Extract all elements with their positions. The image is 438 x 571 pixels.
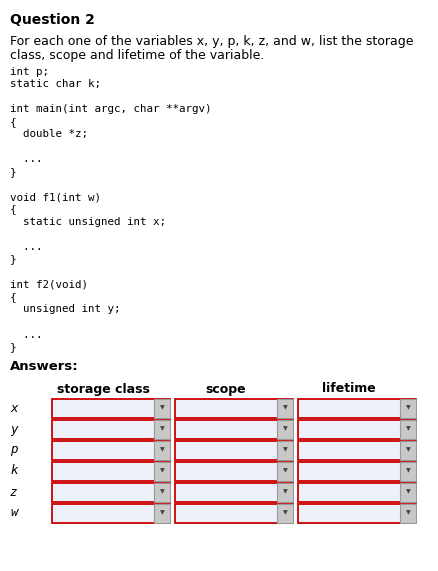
Bar xyxy=(52,482,170,501)
Text: y: y xyxy=(10,423,18,436)
Bar xyxy=(298,440,416,460)
Text: double *z;: double *z; xyxy=(10,130,88,139)
Text: }: } xyxy=(10,342,17,352)
Bar xyxy=(277,399,293,417)
Text: For each one of the variables x, y, p, k, z, and w, list the storage: For each one of the variables x, y, p, k… xyxy=(10,35,413,48)
Text: ▼: ▼ xyxy=(406,468,410,473)
Bar xyxy=(298,399,416,417)
Text: ▼: ▼ xyxy=(159,405,164,411)
Text: k: k xyxy=(10,464,18,477)
Text: void f1(int w): void f1(int w) xyxy=(10,192,101,202)
Text: lifetime: lifetime xyxy=(322,383,376,396)
Text: scope: scope xyxy=(206,383,246,396)
Text: ▼: ▼ xyxy=(283,405,287,411)
Bar xyxy=(154,399,170,417)
Text: {: { xyxy=(10,204,17,215)
Text: ▼: ▼ xyxy=(406,405,410,411)
Text: int p;: int p; xyxy=(10,67,49,77)
Bar xyxy=(400,420,416,439)
Bar xyxy=(277,504,293,522)
Bar xyxy=(298,482,416,501)
Text: ...: ... xyxy=(10,242,42,252)
Bar xyxy=(52,461,170,481)
Bar xyxy=(52,504,170,522)
Text: ▼: ▼ xyxy=(283,427,287,432)
Bar xyxy=(52,399,170,417)
Bar xyxy=(277,461,293,481)
Bar xyxy=(298,461,416,481)
Bar xyxy=(154,440,170,460)
Text: ▼: ▼ xyxy=(406,448,410,452)
Text: {: { xyxy=(10,292,17,302)
Text: ...: ... xyxy=(10,329,42,340)
Text: static unsigned int x;: static unsigned int x; xyxy=(10,217,166,227)
Text: ▼: ▼ xyxy=(159,489,164,494)
Text: p: p xyxy=(10,444,18,456)
Text: z: z xyxy=(10,485,18,498)
Bar xyxy=(154,420,170,439)
Bar xyxy=(277,440,293,460)
Text: ▼: ▼ xyxy=(406,510,410,516)
Bar xyxy=(154,504,170,522)
Text: {: { xyxy=(10,117,17,127)
Text: w: w xyxy=(10,506,18,520)
Text: Answers:: Answers: xyxy=(10,360,79,373)
Text: unsigned int y;: unsigned int y; xyxy=(10,304,120,315)
Text: ▼: ▼ xyxy=(159,510,164,516)
Text: ▼: ▼ xyxy=(283,468,287,473)
Bar xyxy=(52,420,170,439)
Text: int f2(void): int f2(void) xyxy=(10,279,88,289)
Text: ▼: ▼ xyxy=(406,489,410,494)
Text: storage class: storage class xyxy=(57,383,149,396)
Bar xyxy=(175,482,293,501)
Bar xyxy=(400,482,416,501)
Bar xyxy=(175,461,293,481)
Text: ▼: ▼ xyxy=(159,448,164,452)
Text: ▼: ▼ xyxy=(283,448,287,452)
Text: ▼: ▼ xyxy=(283,489,287,494)
Bar xyxy=(400,440,416,460)
Bar xyxy=(175,399,293,417)
Bar xyxy=(277,482,293,501)
Bar xyxy=(298,420,416,439)
Bar xyxy=(277,420,293,439)
Bar xyxy=(298,504,416,522)
Text: static char k;: static char k; xyxy=(10,79,101,90)
Text: ...: ... xyxy=(10,155,42,164)
Bar xyxy=(400,461,416,481)
Bar xyxy=(175,440,293,460)
Bar xyxy=(154,461,170,481)
Text: ▼: ▼ xyxy=(159,468,164,473)
Text: x: x xyxy=(10,401,18,415)
Text: class, scope and lifetime of the variable.: class, scope and lifetime of the variabl… xyxy=(10,49,265,62)
Bar xyxy=(175,504,293,522)
Text: ▼: ▼ xyxy=(283,510,287,516)
Bar xyxy=(400,504,416,522)
Bar xyxy=(175,420,293,439)
Bar xyxy=(154,482,170,501)
Bar xyxy=(400,399,416,417)
Bar xyxy=(52,440,170,460)
Text: ▼: ▼ xyxy=(159,427,164,432)
Text: int main(int argc, char **argv): int main(int argc, char **argv) xyxy=(10,104,212,115)
Text: Question 2: Question 2 xyxy=(10,13,95,27)
Text: }: } xyxy=(10,255,17,264)
Text: }: } xyxy=(10,167,17,177)
Text: ▼: ▼ xyxy=(406,427,410,432)
